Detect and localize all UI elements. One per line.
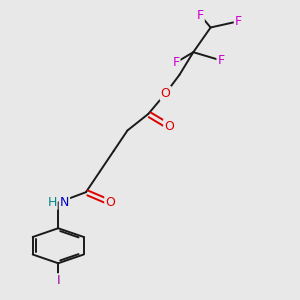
Text: N: N [60, 196, 69, 209]
Text: O: O [105, 196, 115, 209]
Text: F: F [235, 15, 242, 28]
Text: O: O [161, 87, 170, 100]
Text: H: H [47, 196, 57, 209]
Text: F: F [172, 56, 179, 69]
Text: F: F [218, 54, 225, 67]
Text: F: F [197, 9, 204, 22]
Text: O: O [164, 120, 174, 133]
Text: I: I [56, 274, 60, 287]
